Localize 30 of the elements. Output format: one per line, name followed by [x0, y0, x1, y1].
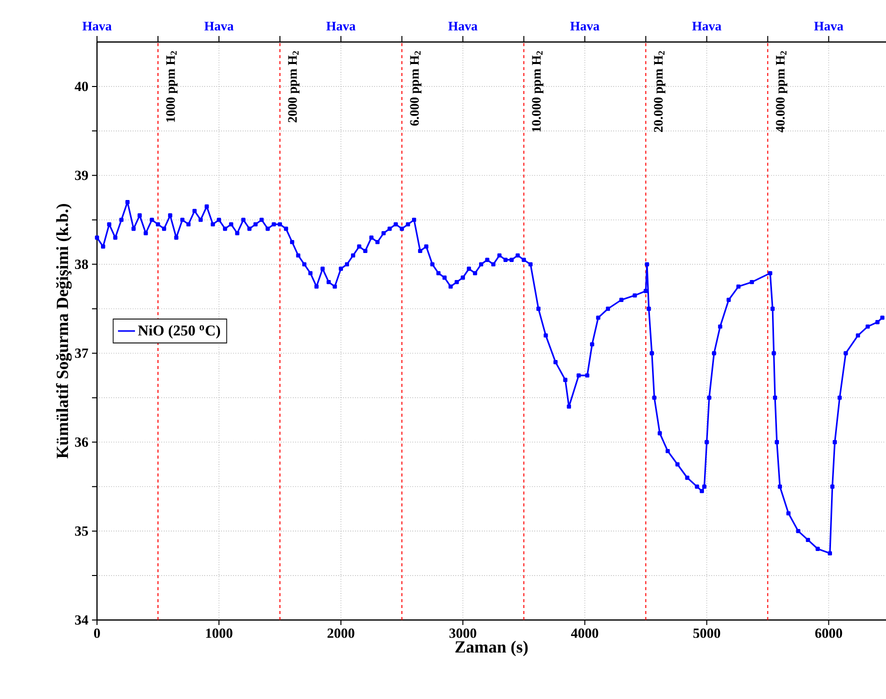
y-tick-label: 38: [75, 260, 88, 270]
x-tick-label: 4000: [571, 628, 598, 638]
ref-line-label: 10.000 ppm H$_{2}$: [532, 51, 544, 132]
text: Hava: [204, 22, 234, 30]
legend-label: NiO (250 $^{o}$C): [138, 325, 220, 339]
y-tick-label: 35: [75, 526, 88, 536]
ref-line-label: 2000 ppm H$_{2}$: [288, 51, 300, 122]
y-tick-label: 37: [75, 348, 88, 358]
text: Hava: [326, 22, 356, 30]
ref-line-label: 40.000 ppm H$_{2}$: [776, 51, 788, 132]
y-tick-label: 39: [75, 170, 88, 180]
x-tick-label: 3000: [449, 628, 476, 638]
x-tick-label: 6000: [815, 628, 842, 638]
x-axis-title: Zaman (s): [455, 640, 528, 656]
y-axis-title: Kümülatif Soğurma Değişimi (k.b.): [56, 204, 72, 458]
text: Hava: [814, 22, 844, 30]
y-tick-label: 36: [75, 437, 88, 447]
y-tick-label: 34: [75, 615, 88, 625]
text: Hava: [570, 22, 600, 30]
x-tick-label: 2000: [328, 628, 354, 638]
text: Hava: [82, 22, 112, 30]
x-tick-label: 5000: [693, 628, 720, 638]
ref-line-label: 20.000 ppm H$_{2}$: [654, 51, 666, 132]
y-tick-label: 40: [74, 82, 88, 92]
text: Hava: [448, 22, 478, 30]
ref-line-label: 1000 ppm H$_{2}$: [166, 51, 178, 122]
x-tick-label: 1000: [206, 628, 232, 638]
text: Hava: [692, 22, 722, 30]
x-tick-label: 0: [94, 628, 100, 638]
ref-line-label: 6.000 ppm H$_{2}$: [410, 51, 422, 126]
